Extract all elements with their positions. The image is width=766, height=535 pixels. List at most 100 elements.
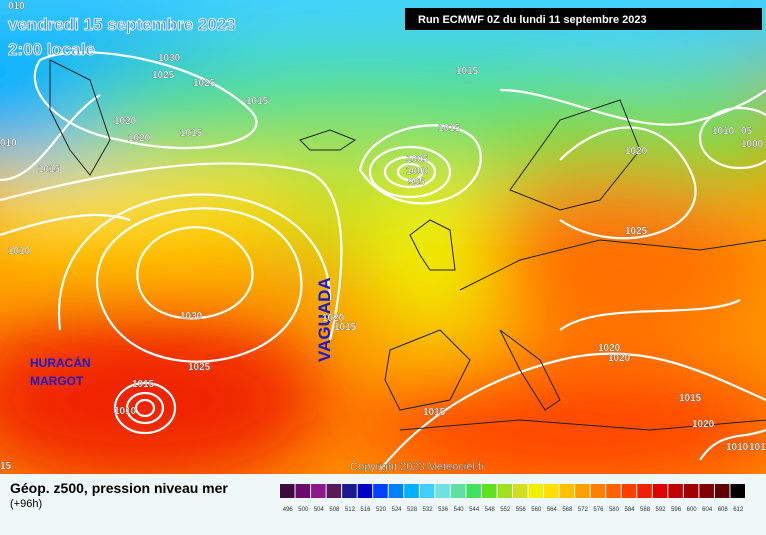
isobar-label: 1020 xyxy=(692,419,715,430)
legend-swatch xyxy=(528,484,544,498)
legend-swatch xyxy=(668,484,683,498)
legend-swatch xyxy=(373,484,388,498)
legend-tick-label: 516 xyxy=(360,507,371,513)
legend-tick-label: 592 xyxy=(656,507,667,513)
coastlines xyxy=(49,59,766,431)
legend-swatch xyxy=(280,484,295,498)
legend-swatch xyxy=(699,484,714,498)
legend-tick-label: 556 xyxy=(516,507,527,513)
isobar-label: 1015 xyxy=(38,164,61,175)
isobar-label: 1020 xyxy=(128,133,151,144)
legend-tick-label: 612 xyxy=(733,507,744,513)
run-info: Run ECMWF 0Z du lundi 11 septembre 2023 xyxy=(418,14,647,26)
legend-tick-label: 532 xyxy=(423,507,434,513)
isobar-label: 1015 xyxy=(334,322,357,333)
legend-tick-label: 528 xyxy=(407,507,418,513)
legend-swatch xyxy=(497,484,512,498)
isobar-label: 1015 xyxy=(132,379,155,390)
isobar-label: 1005 xyxy=(406,154,429,165)
isobar-label: 1015 xyxy=(749,442,766,453)
trough-label: VAGUADA xyxy=(315,277,334,362)
legend-tick-label: 568 xyxy=(562,507,573,513)
legend-swatch xyxy=(621,484,637,498)
legend-tick-label: 544 xyxy=(469,507,480,513)
isobar-label: 1025 xyxy=(188,362,211,373)
date: vendredi 15 septembre 2023 xyxy=(8,15,236,34)
isobar-label: 1030 xyxy=(158,53,181,64)
legend-swatch xyxy=(342,484,357,498)
hurricane-label: HURACÁN xyxy=(30,355,91,370)
legend-tick-label: 524 xyxy=(391,507,402,513)
isobar-label: 1015 xyxy=(180,128,203,139)
legend-swatch xyxy=(357,484,373,498)
legend-swatch xyxy=(683,484,699,498)
isobar-label: 010 xyxy=(8,1,25,12)
isobar-label: 1020 xyxy=(625,146,648,157)
legend-panel xyxy=(0,474,766,530)
legend-swatch xyxy=(544,484,559,498)
legend-tick-label: 508 xyxy=(329,507,340,513)
legend-title: Géop. z500, pression niveau mer xyxy=(10,480,228,496)
legend-tick-label: 512 xyxy=(345,507,356,513)
legend-swatch xyxy=(435,484,450,498)
legend-tick-label: 548 xyxy=(485,507,496,513)
legend-swatch xyxy=(311,484,326,498)
legend-tick-label: 504 xyxy=(314,507,325,513)
legend-tick-label: 500 xyxy=(298,507,309,513)
legend-swatch xyxy=(450,484,466,498)
run-banner xyxy=(405,8,762,30)
isobar-label: 1025 xyxy=(193,78,216,89)
legend-swatch xyxy=(714,484,730,498)
hurricane-label: MARGOT xyxy=(30,374,84,388)
legend-swatch xyxy=(481,484,497,498)
isobars xyxy=(0,51,766,471)
legend-swatch xyxy=(606,484,621,498)
isobar-label: 1020 xyxy=(322,313,345,324)
legend-tick-label: 564 xyxy=(547,507,558,513)
isobar-label: 995 xyxy=(408,177,425,188)
isobar-label: 1030 xyxy=(180,311,203,322)
legend-tick-label: 560 xyxy=(531,507,542,513)
legend-tick-label: 600 xyxy=(687,507,698,513)
isobar-label: 010 xyxy=(0,138,17,149)
isobar-label: 1010 xyxy=(712,126,735,137)
legend-swatch xyxy=(575,484,590,498)
legend-swatch xyxy=(637,484,652,498)
isobar-label: 1015 xyxy=(438,123,461,134)
isobar-label: 1000 xyxy=(741,139,764,150)
time: 2:00 locale xyxy=(8,40,95,59)
legend-tick-label: 596 xyxy=(671,507,682,513)
legend-swatch xyxy=(326,484,342,498)
legend-swatch xyxy=(730,484,745,498)
legend-swatch xyxy=(404,484,419,498)
legend-tick-label: 580 xyxy=(609,507,620,513)
legend-swatch xyxy=(295,484,311,498)
legend-subtitle: (+96h) xyxy=(10,498,42,510)
isobar-label: 1015 xyxy=(456,66,479,77)
legend-tick-label: 552 xyxy=(500,507,511,513)
isobar-label: 1025 xyxy=(152,70,175,81)
legend-tick-label: 604 xyxy=(702,507,713,513)
legend-tick-label: 588 xyxy=(640,507,651,513)
isobar-label: 1010 xyxy=(726,442,749,453)
legend-swatch xyxy=(590,484,606,498)
isobar-label: 1010 xyxy=(8,246,31,257)
legend-tick-label: 540 xyxy=(454,507,465,513)
legend-tick-label: 576 xyxy=(593,507,604,513)
legend-tick-label: 520 xyxy=(376,507,387,513)
legend-tick-label: 496 xyxy=(283,507,294,513)
legend-swatch xyxy=(559,484,575,498)
isobar-label: 1020 xyxy=(114,116,137,127)
legend-swatch xyxy=(466,484,481,498)
legend-tick-label: 608 xyxy=(718,507,729,513)
isobar-label: 1010 xyxy=(114,406,137,417)
legend-swatch xyxy=(419,484,435,498)
legend-tick-label: 572 xyxy=(578,507,589,513)
isobar-label: 15 xyxy=(0,461,12,472)
isobar-label: 1015 xyxy=(246,96,269,107)
isobar-label: 1000 xyxy=(406,166,429,177)
legend-swatch xyxy=(388,484,404,498)
legend-swatch xyxy=(652,484,668,498)
legend-swatch xyxy=(513,484,528,498)
